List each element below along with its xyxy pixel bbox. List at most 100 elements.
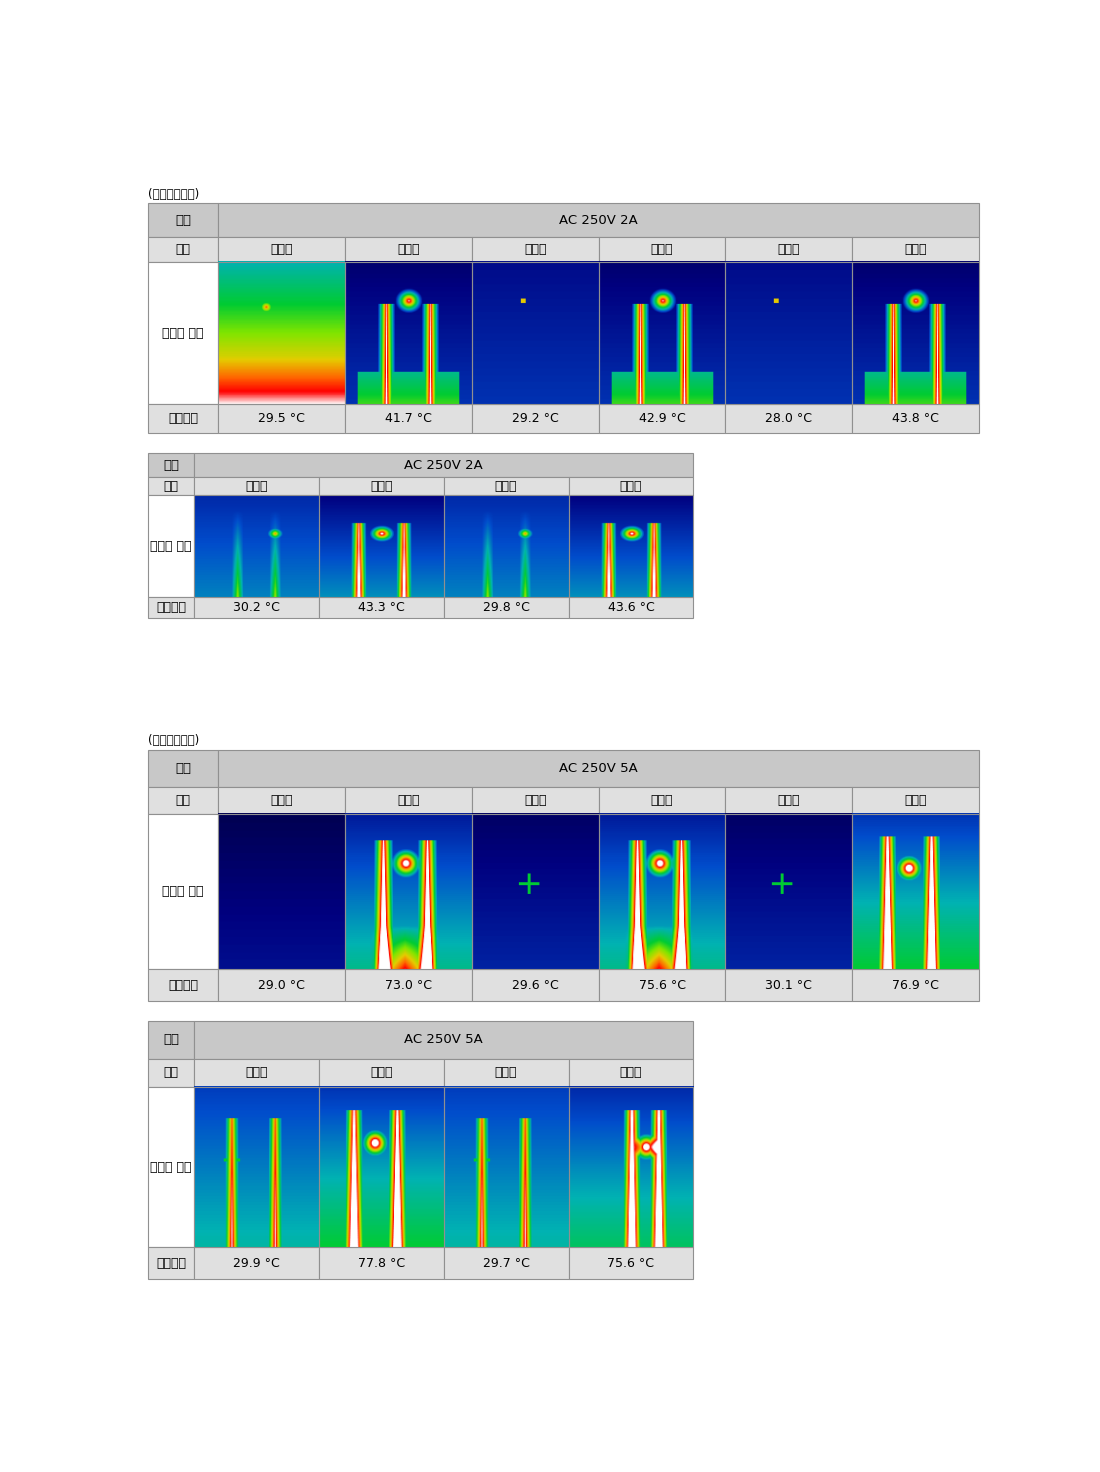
Text: 열화상 사진: 열화상 사진 (163, 885, 204, 898)
Text: 부하후: 부하후 (619, 480, 642, 493)
Bar (472, 262, 598, 405)
Bar (194, 1058, 319, 1086)
Text: 부하전: 부하전 (495, 480, 517, 493)
Bar (219, 262, 345, 405)
Text: 부하전: 부하전 (778, 793, 800, 807)
Text: 73.0 °C: 73.0 °C (385, 979, 432, 992)
Text: AC 250V 2A: AC 250V 2A (559, 213, 638, 227)
Bar (569, 477, 693, 495)
Text: 시간: 시간 (164, 1066, 178, 1079)
Text: 부하: 부하 (163, 1033, 179, 1047)
Bar (194, 1086, 319, 1247)
Bar (345, 405, 472, 433)
Bar (472, 405, 598, 433)
Text: 부하후: 부하후 (904, 793, 927, 807)
Bar (569, 1058, 693, 1086)
Text: 부하전: 부하전 (495, 1066, 517, 1079)
Bar (443, 495, 569, 598)
Bar (147, 751, 219, 786)
Text: 29.7 °C: 29.7 °C (483, 1257, 529, 1270)
Bar (569, 1247, 693, 1279)
Text: 부하: 부하 (175, 762, 191, 774)
Bar (852, 970, 979, 1001)
Text: 시간: 시간 (176, 243, 190, 256)
Text: 부하전: 부하전 (524, 243, 547, 256)
Bar (598, 814, 725, 970)
Bar (472, 970, 598, 1001)
Bar (219, 786, 345, 814)
Text: 부하전: 부하전 (271, 793, 293, 807)
Bar (345, 237, 472, 262)
Bar (345, 970, 472, 1001)
Text: 부하후: 부하후 (370, 1066, 393, 1079)
Bar (194, 477, 319, 495)
Bar (443, 477, 569, 495)
Text: 부하전: 부하전 (245, 1066, 267, 1079)
Text: 부하후: 부하후 (904, 243, 927, 256)
Text: (열화상카메라): (열화상카메라) (147, 735, 199, 748)
Bar (147, 477, 194, 495)
Bar (147, 1247, 194, 1279)
Bar (147, 262, 219, 405)
Text: 열화상 사진: 열화상 사진 (151, 540, 191, 552)
Text: AC 250V 5A: AC 250V 5A (405, 1033, 483, 1047)
Bar (345, 786, 472, 814)
Bar (598, 786, 725, 814)
Bar (219, 405, 345, 433)
Bar (569, 598, 693, 618)
Bar (569, 1086, 693, 1247)
Text: 시간: 시간 (164, 480, 178, 493)
Bar (147, 814, 219, 970)
Bar (345, 262, 472, 405)
Text: 부하후: 부하후 (370, 480, 393, 493)
Text: 30.1 °C: 30.1 °C (766, 979, 812, 992)
Bar (147, 598, 194, 618)
Text: 41.7 °C: 41.7 °C (385, 412, 432, 425)
Bar (598, 237, 725, 262)
Text: 표면온도: 표면온도 (168, 412, 198, 425)
Text: 43.6 °C: 43.6 °C (607, 601, 654, 614)
Text: 부하: 부하 (175, 213, 191, 227)
Bar (443, 1247, 569, 1279)
Bar (443, 598, 569, 618)
Bar (725, 814, 852, 970)
Bar (194, 495, 319, 598)
Bar (852, 786, 979, 814)
Bar (319, 598, 443, 618)
Text: 29.2 °C: 29.2 °C (512, 412, 559, 425)
Text: 43.8 °C: 43.8 °C (892, 412, 939, 425)
Text: (열화상카메라): (열화상카메라) (147, 188, 199, 202)
Bar (319, 495, 443, 598)
Bar (219, 237, 345, 262)
Text: 75.6 °C: 75.6 °C (607, 1257, 654, 1270)
Bar (725, 786, 852, 814)
Text: 29.9 °C: 29.9 °C (233, 1257, 279, 1270)
Text: 28.0 °C: 28.0 °C (766, 412, 812, 425)
Text: 77.8 °C: 77.8 °C (358, 1257, 405, 1270)
Text: 부하후: 부하후 (651, 243, 673, 256)
Bar (319, 1086, 443, 1247)
Text: 부하전: 부하전 (245, 480, 267, 493)
Bar (147, 203, 219, 237)
Bar (147, 405, 219, 433)
Text: 29.5 °C: 29.5 °C (258, 412, 305, 425)
Bar (147, 970, 219, 1001)
Bar (345, 814, 472, 970)
Text: 42.9 °C: 42.9 °C (639, 412, 685, 425)
Bar (147, 237, 219, 262)
Text: 부하후: 부하후 (397, 243, 420, 256)
Text: 열화상 사진: 열화상 사진 (151, 1160, 191, 1173)
Text: 43.3 °C: 43.3 °C (358, 601, 405, 614)
Bar (443, 1058, 569, 1086)
Bar (147, 495, 194, 598)
Bar (598, 405, 725, 433)
Bar (472, 237, 598, 262)
Bar (147, 786, 219, 814)
Bar (598, 262, 725, 405)
Bar (852, 814, 979, 970)
Text: 시간: 시간 (176, 793, 190, 807)
Bar (319, 1247, 443, 1279)
Bar (319, 1058, 443, 1086)
Bar (725, 970, 852, 1001)
Bar (147, 1022, 194, 1058)
